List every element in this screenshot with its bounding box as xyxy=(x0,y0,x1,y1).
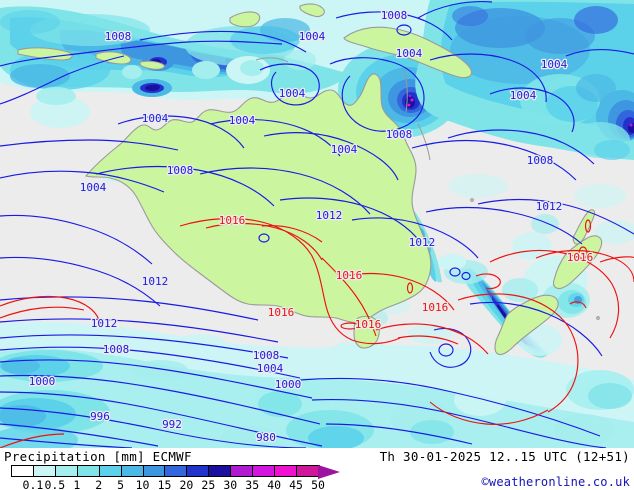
isobar-label: 1016 xyxy=(268,306,295,319)
colorbar-swatch xyxy=(12,466,34,476)
isobar-label: 1012 xyxy=(316,209,343,222)
colorbar-swatch xyxy=(121,466,144,476)
australia-landmass xyxy=(85,73,432,324)
colorbar-swatch xyxy=(55,466,78,476)
colorbar-tick-label: 30 xyxy=(223,478,238,490)
isobar-label: 1000 xyxy=(29,375,56,388)
isobar-label: 1000 xyxy=(275,378,302,391)
colorbar: 0.1 0.5 1 2 5 10 15 20 25 30 35 40 45 50 xyxy=(4,465,344,490)
tasmania-landmass xyxy=(353,315,380,349)
colorbar-tick-label: 15 xyxy=(157,478,172,490)
isobar-label: 992 xyxy=(162,418,182,431)
valid-time-label: Th 30-01-2025 12..15 UTC (12+51) xyxy=(379,449,630,464)
colorbar-swatch xyxy=(231,466,254,476)
isobar-label: 1008 xyxy=(381,9,408,22)
isobar-label: 1008 xyxy=(527,154,554,167)
sulawesi-landmass xyxy=(229,11,261,28)
colorbar-swatch xyxy=(296,466,319,476)
isobar-label: 1008 xyxy=(105,30,132,43)
halmahera-landmass xyxy=(299,3,325,18)
colorbar-tick-label: 20 xyxy=(179,478,194,490)
isobar-label: 980 xyxy=(256,431,276,444)
footer-bar: Precipitation [mm] ECMWF Th 30-01-2025 1… xyxy=(0,448,634,490)
isobar-label: 1004 xyxy=(229,114,256,127)
isobar-label: 1008 xyxy=(167,164,194,177)
isobar-label: 1016 xyxy=(219,214,246,227)
isobar-label: 996 xyxy=(90,410,110,423)
nz-north-island xyxy=(552,235,603,290)
isobar-label: 1012 xyxy=(91,317,118,330)
colorbar-swatch xyxy=(187,466,210,476)
colorbar-swatch xyxy=(99,466,122,476)
coastline-detail xyxy=(255,57,431,161)
colorbar-overflow-arrow-icon xyxy=(318,465,340,479)
colorbar-swatch xyxy=(165,466,188,476)
nz-north-island-tail xyxy=(572,209,596,245)
isobar-label: 1016 xyxy=(567,251,594,264)
colorbar-swatches xyxy=(11,465,320,477)
isobar-label: 1016 xyxy=(422,301,449,314)
colorbar-tick-label: 40 xyxy=(267,478,282,490)
colorbar-swatch xyxy=(143,466,166,476)
colorbar-tick-label: 50 xyxy=(311,478,325,490)
isobar-label: 1016 xyxy=(336,269,363,282)
legend-title: Precipitation [mm] ECMWF xyxy=(4,449,192,464)
nz-south-island xyxy=(494,294,559,356)
isobar-label: 1004 xyxy=(142,112,169,125)
colorbar-swatch xyxy=(33,466,56,476)
colorbar-swatch xyxy=(253,466,276,476)
colorbar-swatch xyxy=(275,466,297,476)
isobars-high xyxy=(0,217,634,448)
isobar-label: 1004 xyxy=(80,181,107,194)
isobar-label: 1004 xyxy=(279,87,306,100)
colorbar-swatch xyxy=(77,466,100,476)
colorbar-tick-labels: 0.1 0.5 1 2 5 10 15 20 25 30 35 40 45 50 xyxy=(4,478,344,490)
small-island-2 xyxy=(470,198,474,202)
precipitation-field xyxy=(0,0,634,448)
isobar-label: 1016 xyxy=(355,318,382,331)
isobar-label: 1012 xyxy=(142,275,169,288)
colorbar-tick-label: 35 xyxy=(245,478,260,490)
colorbar-tick-label: 10 xyxy=(135,478,150,490)
isobar-label: 1004 xyxy=(541,58,568,71)
isobar-label: 1008 xyxy=(253,349,280,362)
isobar-label: 1012 xyxy=(409,236,436,249)
colorbar-tick-label: 0.5 xyxy=(44,478,66,490)
map-canvas[interactable]: 1008 1008 1004 1004 1004 1004 1004 1004 … xyxy=(0,0,634,448)
colorbar-tick-label: 2 xyxy=(95,478,103,490)
colorbar-tick-label: 25 xyxy=(201,478,216,490)
isobars-low xyxy=(0,1,634,448)
isobar-label: 1004 xyxy=(331,143,358,156)
isobar-label: 1004 xyxy=(257,362,284,375)
isobar-label: 1012 xyxy=(536,200,563,213)
isobar-label: 1008 xyxy=(386,128,413,141)
landmass-layer xyxy=(17,3,603,356)
isobar-label: 1004 xyxy=(299,30,326,43)
isobar-labels: 1008 1008 1004 1004 1004 1004 1004 1004 … xyxy=(27,8,594,446)
new-guinea-landmass xyxy=(343,26,473,79)
sumba-landmass xyxy=(139,60,165,70)
map-panel[interactable]: 1008 1008 1004 1004 1004 1004 1004 1004 … xyxy=(0,0,634,448)
isobar-label: 1008 xyxy=(103,343,130,356)
colorbar-tick-label: 1 xyxy=(73,478,81,490)
isobar-label: 1004 xyxy=(510,89,537,102)
colorbar-tick-label: 5 xyxy=(117,478,125,490)
colorbar-tick-label: 45 xyxy=(289,478,303,490)
isobar-label: 1004 xyxy=(396,47,423,60)
colorbar-swatch xyxy=(209,466,232,476)
java-landmass xyxy=(17,47,73,61)
credit-link[interactable]: ©weatheronline.co.uk xyxy=(481,475,630,489)
small-island-1 xyxy=(596,316,600,320)
colorbar-tick-label: 0.1 xyxy=(22,478,44,490)
